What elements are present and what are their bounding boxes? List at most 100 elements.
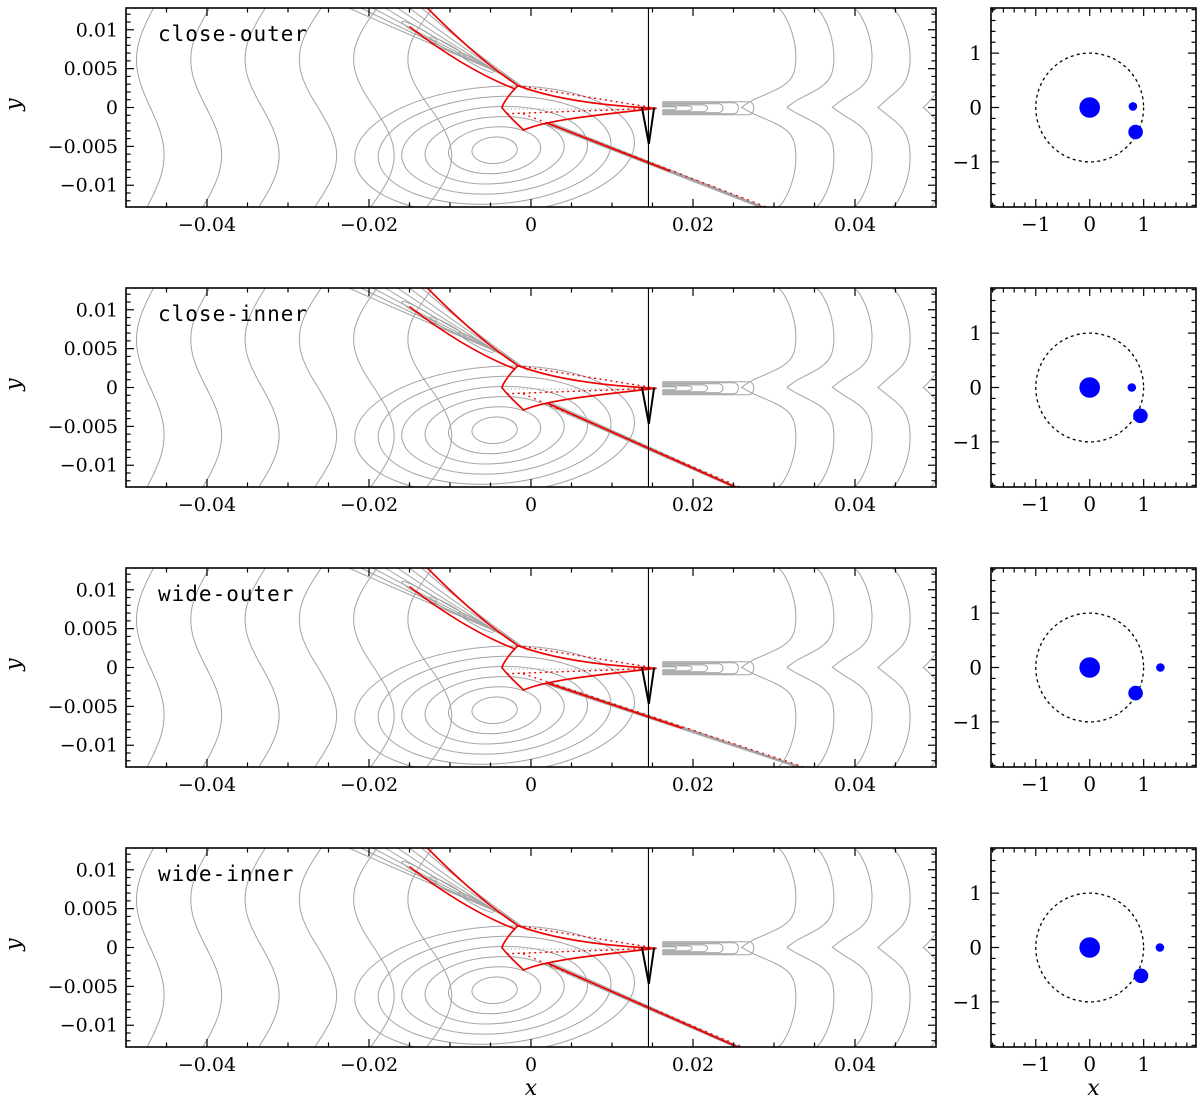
- red-diagonal: [546, 122, 671, 173]
- contour-line: [662, 944, 709, 953]
- panel-row-wide-outer: −0.04 −0.02 0 0.02 0.04 0.01 0.005 0 −0.005 −0.01…: [0, 560, 1200, 840]
- tick-label: −0.01: [60, 735, 118, 757]
- contour-line: [401, 105, 589, 195]
- tick-label: −1: [1021, 1052, 1050, 1076]
- lens-dot-companion-2: [1128, 685, 1143, 701]
- contour-line: [407, 568, 453, 767]
- tick-label: −0.04: [178, 774, 236, 796]
- contour-line: [244, 568, 280, 767]
- tick-label: 0.005: [64, 618, 118, 640]
- contour-line: [136, 568, 165, 767]
- contour-line: [424, 676, 565, 745]
- y-axis-label: y: [1, 378, 27, 391]
- contour-line: [354, 645, 635, 767]
- contour-line: [662, 665, 693, 672]
- caustic-branch: [426, 8, 519, 87]
- contour-line: [353, 568, 395, 767]
- contour-line: [447, 686, 542, 735]
- contour-line: [401, 665, 589, 755]
- tick-label: 0: [1083, 212, 1096, 236]
- panel-label: close-inner: [158, 302, 309, 326]
- contour-line: [740, 848, 797, 1047]
- contour-line: [377, 95, 612, 205]
- caustic-dotted: [517, 645, 657, 669]
- contour-bundle-line: [542, 122, 760, 207]
- contour-line: [831, 568, 873, 767]
- contour-line: [662, 662, 739, 675]
- tick-label: −1: [1021, 492, 1050, 516]
- contour-line: [876, 848, 911, 1047]
- contour-line: [457, 331, 494, 353]
- contour-line: [471, 696, 518, 725]
- contour-line: [429, 596, 466, 618]
- contour-line: [786, 848, 835, 1047]
- lens-dot-companion-2: [1133, 968, 1149, 984]
- contour-line: [298, 288, 338, 487]
- contour-line: [354, 85, 635, 207]
- contour-line: [353, 8, 395, 207]
- tick-label: −1: [1021, 772, 1050, 796]
- contour-line: [876, 568, 911, 767]
- tick-label: 0.02: [672, 494, 714, 516]
- panel-label: close-outer: [158, 22, 309, 46]
- contour-bundle-line: [551, 402, 738, 487]
- tick-label: 0: [1083, 492, 1096, 516]
- lens-dot-companion-1: [1155, 943, 1165, 952]
- contour-line: [662, 105, 693, 112]
- tick-label: −1: [953, 710, 982, 734]
- tick-label: 0.04: [834, 1054, 876, 1076]
- contour-bundle-line: [542, 402, 733, 487]
- contour-line: [421, 568, 529, 651]
- contour-line: [136, 288, 165, 487]
- contour-line: [831, 8, 873, 207]
- contour-line: [429, 36, 466, 58]
- tick-label: 0: [106, 657, 118, 679]
- contour-line: [662, 945, 693, 952]
- tick-label: 0.02: [672, 1054, 714, 1076]
- contour-line: [424, 116, 565, 185]
- einstein-ring: [1035, 52, 1145, 163]
- tick-label: −1: [1021, 212, 1050, 236]
- caustic-dotted: [517, 365, 657, 389]
- contour-line: [447, 966, 542, 1015]
- tick-label: 0: [969, 936, 982, 960]
- contour-line: [662, 383, 724, 394]
- tick-label: 0.01: [76, 19, 118, 41]
- y-axis-label: y: [1, 938, 27, 951]
- contour-line: [190, 8, 223, 207]
- red-diagonal: [546, 402, 736, 487]
- caustic-branch: [409, 586, 516, 650]
- tick-label: 0: [106, 377, 118, 399]
- contour-line: [409, 288, 525, 369]
- contour-line: [447, 126, 542, 175]
- contour-line: [298, 848, 338, 1047]
- trajectory-wedge: [640, 667, 656, 705]
- contour-line: [424, 956, 565, 1025]
- tick-label: 0: [1083, 1052, 1096, 1076]
- tick-label: −0.01: [60, 455, 118, 477]
- lens-dot-primary: [1079, 377, 1100, 398]
- contour-line: [409, 568, 525, 649]
- tick-label: −0.04: [178, 214, 236, 236]
- contour-line: [922, 288, 936, 487]
- lens-dot-companion-1: [1156, 663, 1165, 672]
- tick-label: −0.02: [340, 494, 398, 516]
- contour-line: [922, 848, 936, 1047]
- contour-line: [662, 103, 724, 114]
- tick-label: 0: [969, 96, 982, 120]
- x-axis-label-main: x: [524, 1076, 538, 1101]
- contour-line: [786, 288, 835, 487]
- plot-close-inner: −0.04 −0.02 0 0.02 0.04 0.01 0.005 0 −0.005 −0.01…: [48, 287, 1197, 516]
- lens-dot-primary: [1079, 937, 1100, 958]
- contour-line: [429, 316, 466, 338]
- tick-label: 0.02: [672, 214, 714, 236]
- lens-dot-companion-1: [1127, 383, 1137, 392]
- contour-line: [662, 102, 739, 115]
- y-axis-label: y: [1, 658, 27, 671]
- tick-label: 0.005: [64, 58, 118, 80]
- panel-label: wide-outer: [158, 582, 295, 606]
- tick-label: 0.005: [64, 898, 118, 920]
- red-diagonal-dotted: [522, 953, 743, 1047]
- contour-line: [409, 848, 525, 929]
- contour-line: [457, 891, 494, 913]
